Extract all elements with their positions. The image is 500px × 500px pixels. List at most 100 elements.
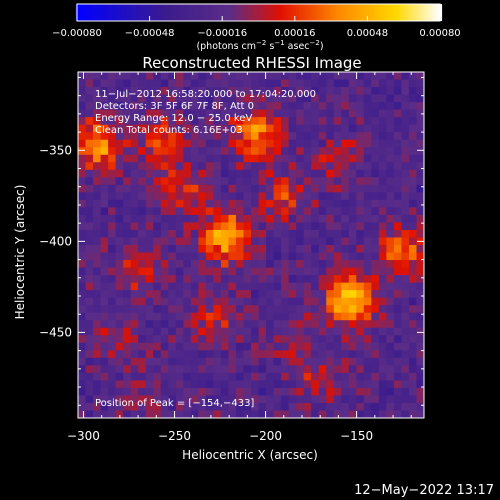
heatmap-cell (416, 380, 424, 389)
heatmap-cell (175, 267, 184, 276)
heatmap-cell (160, 102, 169, 111)
heatmap-cell (198, 87, 207, 96)
heatmap-cell (288, 87, 297, 96)
heatmap-cell (341, 199, 350, 208)
heatmap-cell (108, 162, 117, 171)
heatmap-cell (243, 275, 252, 284)
heatmap-cell (273, 87, 282, 96)
heatmap-cell (288, 402, 297, 411)
heatmap-cell (138, 102, 147, 111)
heatmap-cell (168, 290, 177, 299)
heatmap-cell (198, 109, 207, 118)
heatmap-cell (138, 192, 147, 201)
x-tick-label: −250 (158, 429, 191, 443)
heatmap-cell (183, 402, 192, 411)
heatmap-cell (235, 102, 244, 111)
heatmap-cell (235, 410, 244, 418)
heatmap-cell (348, 380, 357, 389)
heatmap-cell (138, 275, 147, 284)
heatmap-cell (266, 177, 275, 186)
heatmap-cell (281, 350, 290, 359)
heatmap-cell (371, 139, 380, 148)
heatmap-cell (326, 275, 335, 284)
heatmap-cell (416, 222, 424, 231)
heatmap-cell (348, 320, 357, 329)
heatmap-cell (296, 365, 305, 374)
heatmap-cell (386, 132, 395, 141)
heatmap-cell (145, 305, 154, 314)
heatmap-cell (408, 410, 417, 418)
heatmap-cell (100, 282, 109, 291)
heatmap-cell (333, 177, 342, 186)
heatmap-cell (213, 72, 222, 81)
heatmap-cell (175, 297, 184, 306)
heatmap-cell (190, 282, 199, 291)
heatmap-cell (288, 139, 297, 148)
heatmap-cell (318, 72, 327, 81)
heatmap-cell (175, 162, 184, 171)
heatmap-cell (100, 252, 109, 261)
heatmap-cell (100, 199, 109, 208)
heatmap-cell (138, 139, 147, 148)
heatmap-cell (378, 72, 387, 81)
colorbar-ticks: −0.00080 −0.00048 −0.00016 0.00016 0.00048 0.… (52, 16, 461, 39)
heatmap-cell (266, 350, 275, 359)
heatmap-cell (220, 139, 229, 148)
heatmap-cell (153, 222, 162, 231)
heatmap-cell (273, 162, 282, 171)
heatmap-cell (393, 395, 402, 404)
heatmap-cell (160, 184, 169, 193)
heatmap-cell (408, 402, 417, 411)
heatmap-cell (78, 342, 87, 351)
heatmap-cell (273, 402, 282, 411)
heatmap-cell (190, 109, 199, 118)
heatmap-cell (348, 229, 357, 238)
heatmap-cell (153, 132, 162, 141)
heatmap-cell (85, 79, 94, 88)
heatmap-cell (145, 342, 154, 351)
heatmap-cell (168, 260, 177, 269)
heatmap-cell (190, 184, 199, 193)
heatmap-cell (93, 380, 102, 389)
heatmap-cell (243, 402, 252, 411)
colorbar-cell (396, 4, 400, 21)
heatmap-cell (168, 132, 177, 141)
heatmap-cell (356, 297, 365, 306)
heatmap-cell (393, 72, 402, 81)
heatmap-cell (408, 245, 417, 254)
heatmap-cell (153, 267, 162, 276)
heatmap-cell (235, 169, 244, 178)
heatmap-cell (356, 154, 365, 163)
heatmap-cell (273, 380, 282, 389)
heatmap-cell (168, 147, 177, 156)
heatmap-cell (183, 312, 192, 321)
heatmap-cell (160, 147, 169, 156)
heatmap-cell (100, 72, 109, 81)
heatmap-cell (190, 177, 199, 186)
heatmap-cell (266, 312, 275, 321)
heatmap-cell (168, 177, 177, 186)
heatmap-cell (220, 252, 229, 261)
colorbar-unit-text: (photons cm (196, 41, 256, 52)
heatmap-cell (348, 312, 357, 321)
heatmap-cell (356, 94, 365, 103)
heatmap-cell (348, 124, 357, 133)
heatmap-cell (130, 252, 139, 261)
heatmap-cell (190, 222, 199, 231)
colorbar-cell (429, 4, 434, 21)
heatmap-cell (326, 252, 335, 261)
heatmap-cell (190, 94, 199, 103)
heatmap-cell (288, 275, 297, 284)
heatmap-cell (205, 147, 214, 156)
heatmap-cell (311, 282, 320, 291)
heatmap-cell (326, 199, 335, 208)
heatmap-cell (235, 94, 244, 103)
heatmap-cell (303, 252, 312, 261)
heatmap-cell (115, 222, 124, 231)
heatmap-cell (258, 87, 267, 96)
heatmap-cell (93, 72, 102, 81)
heatmap-cell (386, 124, 395, 133)
heatmap-cell (190, 124, 199, 133)
heatmap-cell (311, 147, 320, 156)
heatmap-cell (85, 267, 94, 276)
